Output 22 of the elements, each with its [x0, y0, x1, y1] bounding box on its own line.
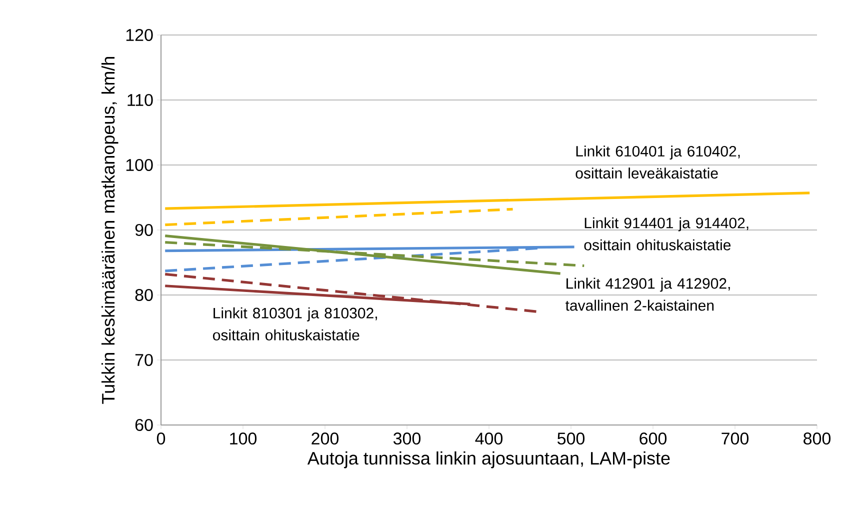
x-tick-label: 300 — [393, 432, 421, 445]
x-tick-label: 800 — [804, 432, 831, 445]
y-tick-label: 100 — [126, 158, 153, 172]
y-axis-title: Tukkin keskimääräinen matkanopeus, km/h — [101, 56, 118, 404]
y-tick-label: 80 — [135, 288, 153, 302]
y-tick-label: 60 — [135, 418, 153, 432]
x-axis-title: Autoja tunnissa linkin ajosuuntaan, LAM-piste — [307, 451, 670, 468]
x-tick-label: 600 — [640, 432, 667, 445]
x-tick-label: 400 — [475, 432, 503, 445]
y-tick-label: 120 — [126, 28, 153, 42]
x-tick-label: 500 — [557, 432, 585, 445]
y-tick-label: 110 — [128, 94, 153, 106]
annotation: Linkit 914401 ja 914402, osittain ohituskaistatie — [584, 217, 748, 250]
y-tick-label: 70 — [135, 354, 153, 366]
annotation: Linkit 412901 ja 412902, tavallinen 2-kaistainen — [566, 278, 730, 311]
x-tick-label: 100 — [230, 432, 257, 445]
annotation: Linkit 810301 ja 810302, osittain ohituskaistatie — [213, 307, 377, 340]
y-tick-label: 90 — [135, 224, 153, 236]
x-tick-label: 700 — [722, 432, 749, 445]
x-tick-label: 0 — [156, 432, 166, 445]
x-tick-label: 200 — [312, 432, 339, 445]
annotation: Linkit 610401 ja 610402, osittain leveäkaistatie — [576, 146, 740, 179]
